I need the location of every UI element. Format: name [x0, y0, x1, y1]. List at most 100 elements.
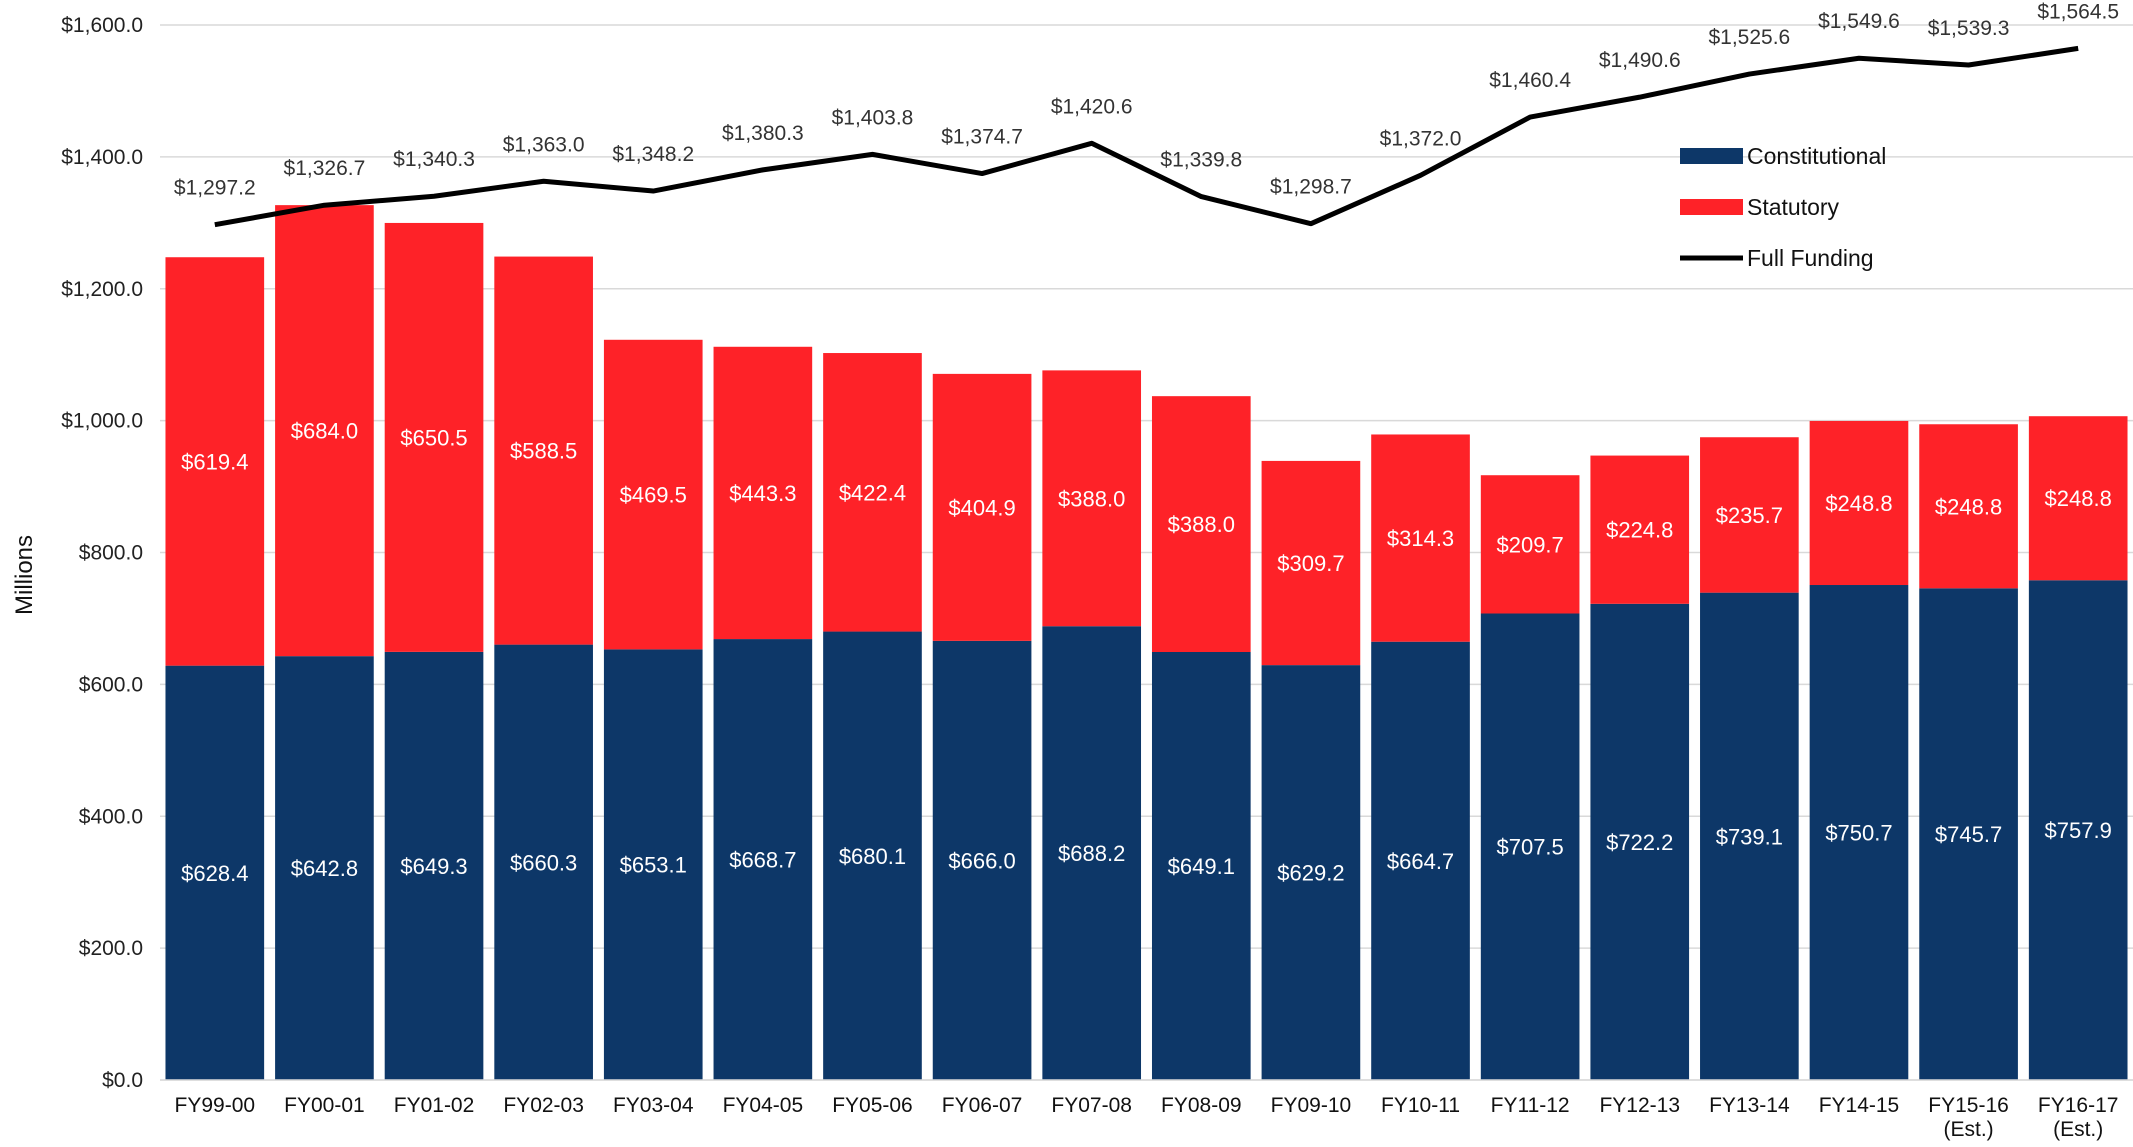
data-label-constitutional: $680.1 [839, 844, 906, 869]
data-label-constitutional: $750.7 [1825, 821, 1892, 846]
x-tick-label: FY06-07 [942, 1094, 1023, 1117]
bars [165, 205, 2128, 1080]
data-label-full-funding: $1,326.7 [284, 157, 366, 180]
bar-statutory [1151, 396, 1251, 652]
legend-label: Statutory [1747, 194, 1840, 220]
x-tick-label: FY09-10 [1271, 1094, 1352, 1117]
data-label-statutory: $314.3 [1387, 526, 1454, 551]
x-tick-label: FY99-00 [175, 1094, 256, 1117]
bar-statutory [1480, 475, 1580, 614]
bar-constitutional [165, 665, 265, 1080]
x-tick-label: FY11-12 [1491, 1094, 1570, 1117]
data-label-constitutional: $629.2 [1277, 861, 1344, 886]
bar-statutory [275, 205, 374, 657]
bar-labels: $628.4 $619.4 $642.8 $684.0 $649.3 $650.5 $660… [181, 419, 2112, 886]
bar-constitutional [603, 649, 703, 1080]
bar-constitutional [1700, 592, 1799, 1080]
y-tick-label: $600.0 [79, 673, 143, 696]
data-label-full-funding: $1,372.0 [1380, 127, 1462, 150]
bar-constitutional [823, 631, 922, 1080]
y-tick-label: $1,400.0 [61, 146, 143, 169]
x-tick-label: FY07-08 [1051, 1094, 1132, 1117]
data-label-statutory: $388.0 [1058, 486, 1125, 511]
bar-statutory [384, 222, 484, 652]
data-label-constitutional: $745.7 [1935, 822, 2002, 847]
data-label-constitutional: $739.1 [1716, 824, 1783, 849]
bar-statutory [1042, 370, 1142, 627]
legend: Constitutional Statutory Full Funding [1680, 143, 1886, 271]
bar-constitutional [1809, 585, 1909, 1080]
bar-statutory [713, 346, 813, 640]
x-tick-label: FY02-03 [503, 1094, 584, 1117]
x-tick-label: FY15-16 [1928, 1094, 2009, 1117]
y-tick-label: $400.0 [79, 805, 143, 828]
data-label-full-funding: $1,525.6 [1708, 26, 1790, 49]
data-label-constitutional: $653.1 [620, 853, 687, 878]
data-label-full-funding: $1,348.2 [612, 143, 694, 166]
full-funding-line [214, 45, 2079, 228]
data-label-full-funding: $1,403.8 [832, 106, 914, 129]
y-tick-label: $1,200.0 [61, 278, 143, 301]
bar-constitutional [1151, 651, 1251, 1080]
bar-constitutional [1919, 588, 2018, 1080]
bar-statutory [165, 257, 265, 666]
line-labels: $1,297.2 $1,326.7 $1,340.3 $1,363.0 $1,348.2… [174, 0, 2119, 199]
x-tick-label: FY13-14 [1709, 1094, 1790, 1117]
data-label-full-funding: $1,460.4 [1489, 69, 1571, 92]
data-label-full-funding: $1,549.6 [1818, 10, 1900, 33]
data-label-statutory: $588.5 [510, 439, 577, 464]
data-label-statutory: $650.5 [400, 425, 467, 450]
data-label-constitutional: $722.2 [1606, 830, 1673, 855]
data-label-statutory: $309.7 [1277, 551, 1344, 576]
bar-statutory [1371, 434, 1470, 642]
data-label-full-funding: $1,340.3 [393, 148, 475, 171]
gridlines [160, 24, 2133, 1081]
bar-statutory [603, 339, 703, 650]
full-funding-line-group [214, 45, 2079, 228]
bar-constitutional [2028, 580, 2128, 1080]
bar-constitutional [713, 639, 813, 1080]
data-label-constitutional: $649.3 [400, 854, 467, 879]
data-label-statutory: $388.0 [1168, 512, 1235, 537]
x-tick-label: FY08-09 [1161, 1094, 1242, 1117]
y-tick-label: $0.0 [102, 1069, 143, 1092]
x-tick-label: FY01-02 [394, 1094, 475, 1117]
x-tick-label: (Est.) [1943, 1118, 1993, 1141]
x-tick-label: FY14-15 [1819, 1094, 1900, 1117]
y-axis: $0.0 $200.0 $400.0 $600.0 $800.0 $1,000.0 $1,2… [61, 14, 143, 1092]
data-label-statutory: $443.3 [729, 481, 796, 506]
data-label-constitutional: $649.1 [1168, 854, 1235, 879]
x-tick-label: FY00-01 [284, 1094, 365, 1117]
legend-swatch-statutory [1680, 199, 1743, 215]
data-label-statutory: $422.4 [839, 480, 906, 505]
data-label-full-funding: $1,297.2 [174, 177, 256, 200]
data-label-statutory: $248.8 [2045, 486, 2112, 511]
x-axis: FY99-00 FY00-01 FY01-02 FY02-03 FY03-04 FY04-… [160, 1079, 2133, 1141]
bar-constitutional [1480, 613, 1580, 1080]
data-label-statutory: $224.8 [1606, 518, 1673, 543]
data-label-full-funding: $1,363.0 [503, 133, 585, 156]
bar-statutory [932, 373, 1032, 641]
data-label-full-funding: $1,564.5 [2037, 0, 2119, 23]
bar-constitutional [494, 644, 593, 1080]
bar-statutory [494, 256, 593, 645]
bar-statutory [1261, 460, 1361, 666]
data-label-full-funding: $1,490.6 [1599, 49, 1681, 72]
bar-statutory [1919, 424, 2018, 589]
data-label-constitutional: $660.3 [510, 850, 577, 875]
x-tick-label: FY16-17 [2038, 1094, 2119, 1117]
x-tick-label: FY04-05 [723, 1094, 804, 1117]
data-label-statutory: $248.8 [1825, 491, 1892, 516]
data-label-constitutional: $668.7 [729, 848, 796, 873]
data-label-constitutional: $707.5 [1496, 835, 1563, 860]
x-tick-label: FY03-04 [613, 1094, 694, 1117]
data-label-constitutional: $666.0 [948, 848, 1015, 873]
data-label-full-funding: $1,339.8 [1160, 149, 1242, 172]
y-tick-label: $1,000.0 [61, 410, 143, 433]
x-tick-label: FY12-13 [1599, 1094, 1680, 1117]
bar-statutory [2028, 416, 2128, 581]
data-label-statutory: $404.9 [948, 495, 1015, 520]
data-label-full-funding: $1,420.6 [1051, 95, 1133, 118]
